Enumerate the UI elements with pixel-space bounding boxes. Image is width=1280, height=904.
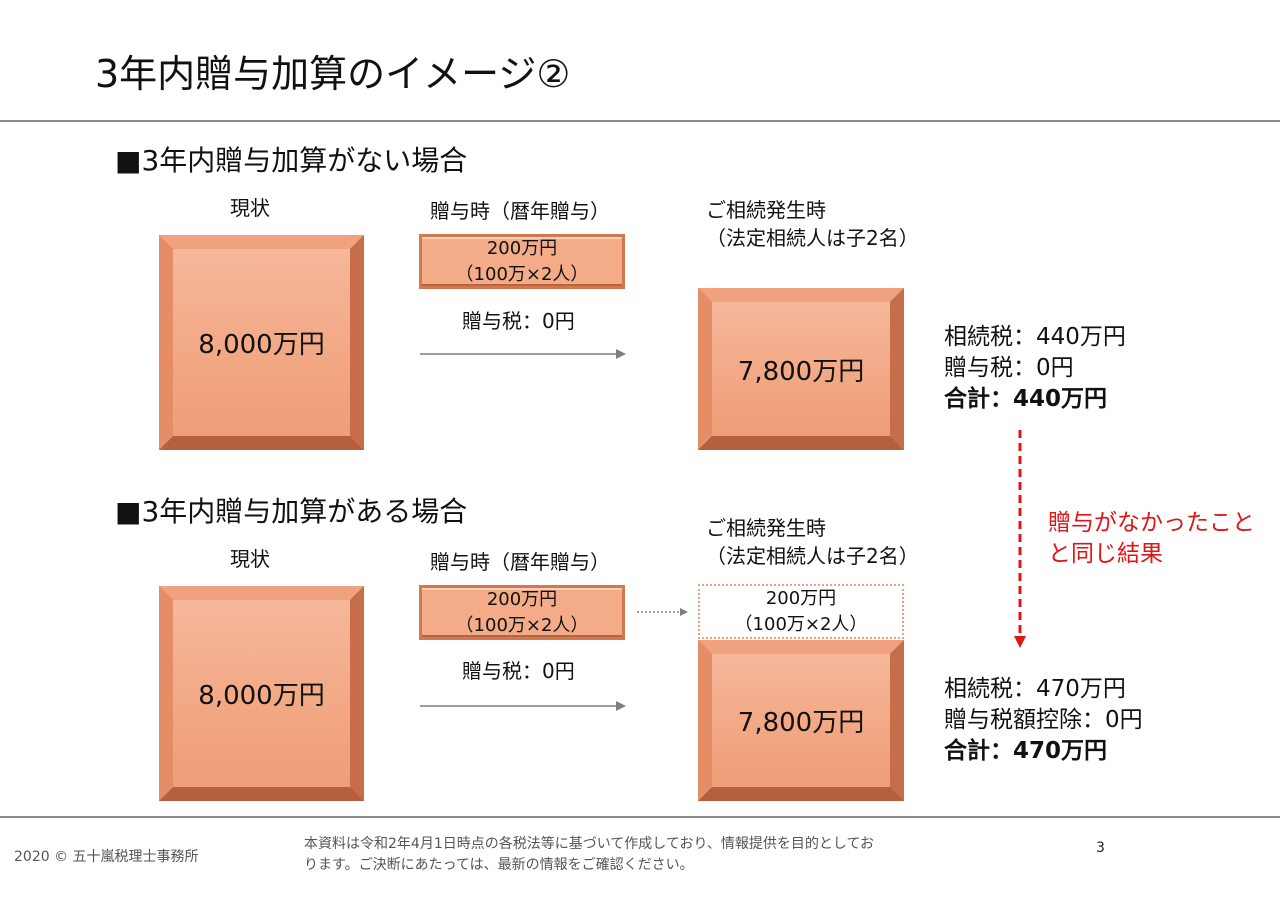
copyright: 2020 © 五十嵐税理士事務所 xyxy=(14,849,199,865)
gift-tax-label: 贈与税：0円 xyxy=(462,309,575,333)
current-asset-value: 8,000万円 xyxy=(198,330,325,360)
gift-amount-line1: 200万円 xyxy=(486,237,558,259)
current-label: 現状 xyxy=(230,196,270,220)
current-label: 現状 xyxy=(230,547,270,571)
inheritance-label-line1: ご相続発生時 xyxy=(706,516,826,540)
gift-amount-line2: （100万×2人） xyxy=(455,614,589,636)
total-tax-line: 合計：470万円 xyxy=(944,738,1108,764)
same-result-note: 贈与がなかったこと と同じ結果 xyxy=(1048,508,1255,570)
flow-arrow xyxy=(420,349,626,359)
tax-summary-with-addition: 相続税：470万円 贈与税額控除：0円 合計：470万円 xyxy=(944,674,1143,767)
page-title: 3年内贈与加算のイメージ② xyxy=(95,52,571,96)
added-gift-box: 200万円 （100万×2人） xyxy=(698,584,904,639)
inheritance-label: ご相続発生時 （法定相続人は子2名） xyxy=(706,196,919,252)
current-asset-box: 8,000万円 xyxy=(159,235,364,450)
disclaimer-line2: ります。ご決断にあたっては、最新の情報をご確認ください。 xyxy=(304,857,694,873)
inheritance-asset-value: 7,800万円 xyxy=(737,708,865,738)
title-divider xyxy=(0,120,1280,122)
inheritance-asset-value: 7,800万円 xyxy=(737,356,865,387)
inheritance-tax-line: 相続税：470万円 xyxy=(944,676,1126,702)
current-asset-box: 8,000万円 xyxy=(159,586,364,801)
same-result-note-line2: と同じ結果 xyxy=(1048,541,1163,567)
gift-amount-box: 200万円 （100万×2人） xyxy=(419,234,625,289)
footer-divider xyxy=(0,816,1280,818)
total-tax-line: 合計：440万円 xyxy=(944,386,1108,412)
inheritance-label: ご相続発生時 （法定相続人は子2名） xyxy=(706,514,919,570)
added-gift-line2: （100万×2人） xyxy=(734,613,868,635)
page-number: 3 xyxy=(1096,840,1105,856)
tax-summary-without-addition: 相続税：440万円 贈与税：0円 合計：440万円 xyxy=(944,322,1126,415)
section-heading-with-addition: ■3年内贈与加算がある場合 xyxy=(115,495,468,528)
inheritance-asset-box: 7,800万円 xyxy=(698,288,904,450)
added-gift-line1: 200万円 xyxy=(765,587,837,609)
same-result-note-line1: 贈与がなかったこと xyxy=(1048,510,1255,536)
section-heading-without-addition: ■3年内贈与加算がない場合 xyxy=(115,144,468,177)
inheritance-label-line2: （法定相続人は子2名） xyxy=(706,226,919,250)
gift-tax-line: 贈与税：0円 xyxy=(944,355,1074,381)
disclaimer: 本資料は令和2年4月1日時点の各税法等に基づいて作成しており、情報提供を目的とし… xyxy=(304,834,874,876)
gift-time-label: 贈与時（暦年贈与） xyxy=(430,199,610,223)
gift-amount-box: 200万円 （100万×2人） xyxy=(419,585,625,640)
same-result-arrow xyxy=(1014,430,1026,648)
inheritance-tax-line: 相続税：440万円 xyxy=(944,324,1126,350)
current-asset-value: 8,000万円 xyxy=(198,681,325,711)
flow-arrow xyxy=(420,701,626,711)
gift-tax-credit-line: 贈与税額控除：0円 xyxy=(944,707,1143,733)
gift-amount-line2: （100万×2人） xyxy=(455,263,589,285)
addition-arrow xyxy=(637,608,688,616)
inheritance-asset-box: 7,800万円 xyxy=(698,640,904,801)
inheritance-label-line1: ご相続発生時 xyxy=(706,198,826,222)
gift-amount-line1: 200万円 xyxy=(486,588,558,610)
gift-tax-label: 贈与税：0円 xyxy=(462,659,575,683)
inheritance-label-line2: （法定相続人は子2名） xyxy=(706,544,919,568)
disclaimer-line1: 本資料は令和2年4月1日時点の各税法等に基づいて作成しており、情報提供を目的とし… xyxy=(304,836,875,852)
gift-time-label: 贈与時（暦年贈与） xyxy=(430,550,610,574)
